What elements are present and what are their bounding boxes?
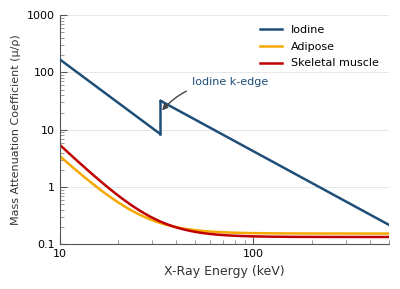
X-axis label: X-Ray Energy (keV): X-Ray Energy (keV) bbox=[164, 265, 284, 278]
Y-axis label: Mass Attenuation Coefficient (μ/ρ): Mass Attenuation Coefficient (μ/ρ) bbox=[11, 34, 21, 225]
Legend: Iodine, Adipose, Skeletal muscle: Iodine, Adipose, Skeletal muscle bbox=[256, 21, 383, 73]
Text: Iodine k-edge: Iodine k-edge bbox=[163, 77, 268, 109]
